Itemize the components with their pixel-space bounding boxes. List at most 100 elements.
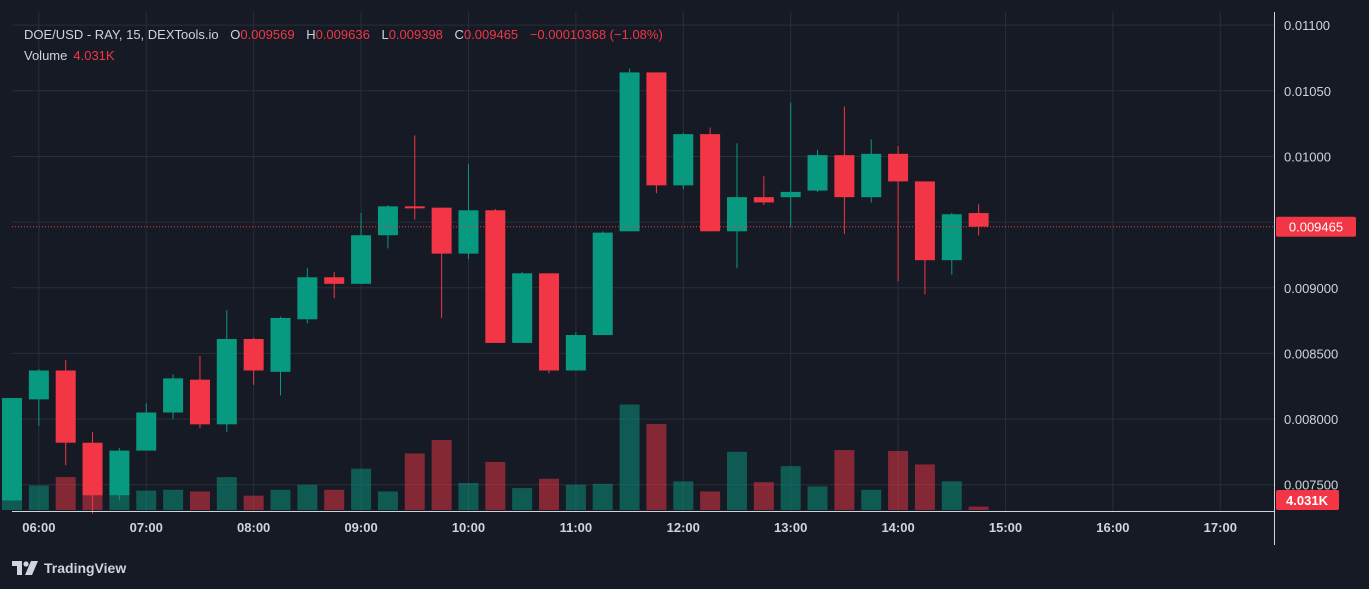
price-tick-label: 0.01100 xyxy=(1284,18,1330,33)
candle[interactable] xyxy=(834,106,855,234)
time-tick-label: 06:00 xyxy=(22,520,55,535)
volume-bar xyxy=(592,483,613,510)
candle[interactable] xyxy=(55,359,76,466)
low-label: L xyxy=(381,27,389,42)
symbol-label[interactable]: DOE/USD - RAY, 15, DEXTools.io xyxy=(24,27,219,42)
candle[interactable] xyxy=(646,72,667,194)
candle[interactable] xyxy=(458,164,479,259)
candle[interactable] xyxy=(539,273,560,374)
volume-bar xyxy=(324,489,345,510)
candle-body xyxy=(163,378,184,413)
candle[interactable] xyxy=(941,212,962,275)
candle[interactable] xyxy=(700,127,721,232)
candle[interactable] xyxy=(485,208,506,343)
volume-bar xyxy=(753,482,774,510)
candle[interactable] xyxy=(243,337,264,385)
low-value: 0.009398 xyxy=(388,27,443,42)
volume-bar xyxy=(968,506,989,510)
ohlc-row: DOE/USD - RAY, 15, DEXTools.io O0.009569… xyxy=(24,24,671,45)
candle-body xyxy=(780,191,801,198)
candle[interactable] xyxy=(807,149,828,192)
candle-body xyxy=(565,335,586,371)
time-tick-label: 11:00 xyxy=(560,520,593,535)
volume-bar xyxy=(512,488,533,510)
tradingview-brand[interactable]: TradingView xyxy=(12,558,126,578)
candle[interactable] xyxy=(82,432,103,514)
candle-body xyxy=(404,206,425,209)
volume-bar xyxy=(136,490,157,510)
time-tick-label: 10:00 xyxy=(452,520,485,535)
candle-body xyxy=(485,210,506,343)
time-tick-label: 08:00 xyxy=(237,520,270,535)
open-label: O xyxy=(230,27,241,42)
candle[interactable] xyxy=(351,212,372,284)
candle[interactable] xyxy=(324,272,345,299)
candle[interactable] xyxy=(2,398,22,501)
candle[interactable] xyxy=(914,181,935,295)
candle-body xyxy=(753,197,774,203)
high-value: 0.009636 xyxy=(315,27,370,42)
volume-bar xyxy=(297,484,318,510)
candle[interactable] xyxy=(888,145,909,282)
time-tick-label: 12:00 xyxy=(667,520,700,535)
candle[interactable] xyxy=(780,102,801,228)
last-price-label: 0.009465 xyxy=(1289,220,1343,235)
ohlc-legend: DOE/USD - RAY, 15, DEXTools.io O0.009569… xyxy=(24,24,671,66)
candle-body xyxy=(807,155,828,191)
candle[interactable] xyxy=(109,447,130,501)
candle-body xyxy=(619,72,640,232)
candle-body xyxy=(136,412,157,451)
volume-bar xyxy=(861,489,882,510)
candle-body xyxy=(270,317,291,372)
last-volume-badge xyxy=(1276,490,1339,510)
candle[interactable] xyxy=(619,68,640,232)
time-axis-panel xyxy=(0,511,1274,545)
candle[interactable] xyxy=(753,176,774,206)
volume-bar xyxy=(941,481,962,510)
volume-row: Volume 4.031K xyxy=(24,45,671,66)
last-volume-label: 4.031K xyxy=(1286,493,1329,508)
volume-bar xyxy=(55,477,76,510)
volume-bar xyxy=(431,439,452,510)
candle[interactable] xyxy=(189,356,210,429)
candle[interactable] xyxy=(28,369,49,426)
candle[interactable] xyxy=(136,403,157,451)
time-tick-label: 13:00 xyxy=(774,520,807,535)
time-tick-label: 16:00 xyxy=(1096,520,1129,535)
volume-bar xyxy=(109,493,130,510)
time-tick-label: 09:00 xyxy=(344,520,377,535)
candle[interactable] xyxy=(673,132,694,190)
price-tick-label: 0.01000 xyxy=(1284,149,1331,164)
candle[interactable] xyxy=(404,135,425,220)
candle[interactable] xyxy=(726,143,747,269)
candle-body xyxy=(55,370,76,443)
candle-body xyxy=(2,398,22,501)
candle-body xyxy=(82,442,103,496)
time-tick-label: 17:00 xyxy=(1204,520,1237,535)
volume-bar xyxy=(834,450,855,510)
candle-body xyxy=(243,338,264,371)
candle[interactable] xyxy=(431,207,452,318)
volume-bar xyxy=(270,489,291,510)
candle[interactable] xyxy=(297,268,318,324)
volume-label[interactable]: Volume xyxy=(24,48,68,63)
candle[interactable] xyxy=(270,316,291,396)
volume-bar xyxy=(646,423,667,510)
candle[interactable] xyxy=(216,310,237,433)
candle[interactable] xyxy=(512,272,533,343)
candle[interactable] xyxy=(592,231,613,336)
price-tick-label: 0.007500 xyxy=(1284,478,1338,493)
open-value: 0.009569 xyxy=(240,27,295,42)
candle[interactable] xyxy=(565,332,586,371)
candle-body xyxy=(216,338,237,425)
candle[interactable] xyxy=(163,374,184,420)
volume-bar xyxy=(888,450,909,510)
volume-bar xyxy=(539,478,560,510)
candle[interactable] xyxy=(861,139,882,203)
candle[interactable] xyxy=(968,204,989,236)
volume-bar xyxy=(28,485,49,510)
candle-body xyxy=(673,134,694,186)
candle-body xyxy=(726,197,747,232)
